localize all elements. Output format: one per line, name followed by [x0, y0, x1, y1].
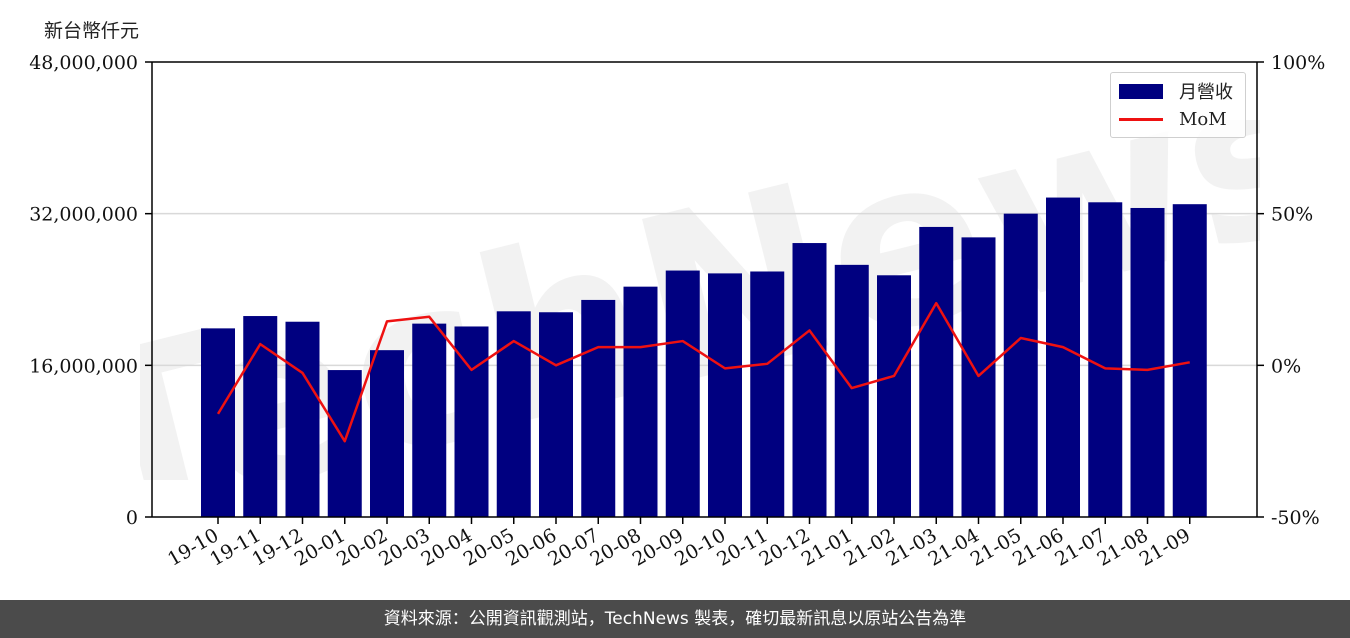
mom-line — [216, 301, 1190, 443]
revenue-bar — [454, 326, 489, 517]
revenue-bar — [412, 323, 447, 517]
revenue-bar — [665, 270, 700, 517]
revenue-bar — [243, 316, 278, 517]
revenue-bar — [581, 299, 616, 517]
chart: 0 16,000,000 32,000,000 48,000,000 -50% 0% 50%… — [29, 52, 1325, 571]
revenue-bar — [1003, 213, 1038, 517]
revenue-bar — [201, 328, 235, 517]
y-right-tick-label: 50% — [1271, 204, 1313, 226]
revenue-bar — [708, 273, 742, 517]
y-left-tick-label: 32,000,000 — [29, 204, 138, 226]
revenue-bar — [285, 321, 320, 517]
legend-bar-label: 月營收 — [1179, 82, 1233, 103]
y-right-tick-label: 100% — [1271, 52, 1325, 74]
y-right-tick-label: 0% — [1271, 355, 1301, 377]
revenue-bar — [877, 275, 911, 517]
legend-item-revenue: 月營收 — [1119, 79, 1233, 103]
revenue-bar — [1088, 202, 1123, 517]
revenue-bar — [834, 264, 869, 517]
revenue-bar — [1130, 207, 1165, 517]
legend-line-swatch — [1119, 117, 1163, 121]
y-left-tick-label: 48,000,000 — [29, 52, 138, 74]
revenue-bar — [750, 271, 785, 517]
legend-item-mom: MoM — [1119, 107, 1227, 131]
revenue-bar — [539, 312, 573, 517]
revenue-bar — [496, 311, 531, 517]
revenue-bar — [792, 243, 827, 518]
revenue-bar — [327, 370, 362, 517]
revenue-bar — [623, 286, 658, 517]
legend-bar-swatch — [1119, 83, 1163, 99]
revenue-bar — [370, 350, 404, 517]
chart-legend: 月營收 MoM — [1110, 72, 1246, 138]
revenue-bar — [1046, 197, 1080, 518]
y-right-tick-label: -50% — [1271, 507, 1320, 529]
y-axis-unit-label: 新台幣仟元 — [44, 20, 140, 42]
y-left-tick-label: 16,000,000 — [29, 355, 138, 377]
y-left-tick-label: 0 — [126, 507, 138, 529]
source-footer: 資料來源：公開資訊觀測站，TechNews 製表，確切最新訊息以原站公告為準 — [0, 600, 1350, 638]
revenue-bar — [919, 226, 954, 517]
legend-line-label: MoM — [1179, 108, 1227, 130]
revenue-bar — [1172, 204, 1207, 517]
